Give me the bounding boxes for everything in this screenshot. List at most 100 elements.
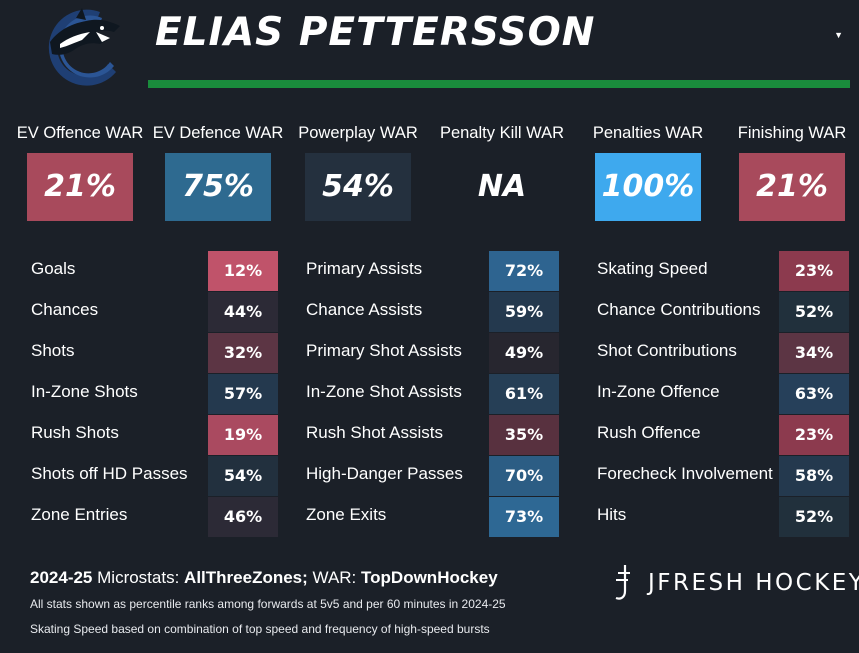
stat-row: Rush Shot Assists 35% xyxy=(306,414,562,455)
stat-value-badge: 34% xyxy=(779,333,849,373)
stat-row: Shot Contributions 34% xyxy=(597,332,849,373)
stat-value-badge: 46% xyxy=(208,497,278,537)
data-source-credit: 2024-25 Microstats: AllThreeZones; WAR: … xyxy=(30,568,498,588)
stat-label: Shots xyxy=(31,341,75,360)
stat-row: Primary Assists 72% xyxy=(306,250,562,291)
stat-label: In-Zone Offence xyxy=(597,382,720,401)
footnote-percentiles: All stats shown as percentile ranks amon… xyxy=(30,597,506,611)
war-value-box: NA xyxy=(449,153,555,221)
stat-label: Chances xyxy=(31,300,99,319)
war-source-label: WAR: xyxy=(312,568,357,587)
war-penalty-kill: Penalty Kill WAR NA xyxy=(432,122,572,221)
stat-row: Skating Speed 23% xyxy=(597,250,849,291)
stat-label: In-Zone Shot Assists xyxy=(306,382,462,401)
stat-value-badge: 49% xyxy=(489,333,559,373)
stat-row: Rush Shots 19% xyxy=(31,414,278,455)
stat-row: Hits 52% xyxy=(597,496,849,537)
stat-label: Zone Exits xyxy=(306,505,387,524)
stat-value-badge: 54% xyxy=(208,456,278,496)
stat-label: Hits xyxy=(597,505,627,524)
stat-value-badge: 73% xyxy=(489,497,559,537)
player-name-title: ELIAS PETTERSSON xyxy=(155,10,596,55)
stat-row: High-Danger Passes 70% xyxy=(306,455,562,496)
stat-value-badge: 35% xyxy=(489,415,559,455)
stat-value-badge: 58% xyxy=(779,456,849,496)
stats-column-transition: Skating Speed 23% Chance Contributions 52%… xyxy=(597,250,849,537)
war-label: EV Offence WAR xyxy=(16,124,144,142)
war-summary-row: EV Offence WAR 21% EV Defence WAR 75% Po… xyxy=(0,122,859,222)
war-value-box: 100% xyxy=(595,153,701,221)
stat-row: Goals 12% xyxy=(31,250,278,291)
stat-label: Rush Shot Assists xyxy=(306,423,444,442)
canucks-orca-icon xyxy=(48,8,120,86)
war-label: Penalties WAR xyxy=(592,124,704,142)
stat-row: Forecheck Involvement 58% xyxy=(597,455,849,496)
stat-value-badge: 19% xyxy=(208,415,278,455)
war-source: TopDownHockey xyxy=(361,568,498,587)
war-label: Finishing WAR xyxy=(737,124,847,142)
stat-value-badge: 63% xyxy=(779,374,849,414)
stat-value-badge: 52% xyxy=(779,497,849,537)
stat-label: In-Zone Shots xyxy=(31,382,138,401)
stat-value-badge: 52% xyxy=(779,292,849,332)
stat-label: Chance Contributions xyxy=(597,300,761,319)
stat-value-badge: 70% xyxy=(489,456,559,496)
caret-down-icon[interactable]: ▼ xyxy=(834,30,843,40)
stat-label: Goals xyxy=(31,259,76,278)
microstats-label: Microstats: xyxy=(97,568,180,587)
stat-value-badge: 12% xyxy=(208,251,278,291)
stat-value-badge: 44% xyxy=(208,292,278,332)
stat-label: Primary Assists xyxy=(306,259,423,278)
brand-name: JFRESH HOCKEY xyxy=(648,570,859,596)
stat-row: Zone Entries 46% xyxy=(31,496,278,537)
stat-row: Rush Offence 23% xyxy=(597,414,849,455)
stat-row: In-Zone Offence 63% xyxy=(597,373,849,414)
stat-label: High-Danger Passes xyxy=(306,464,463,483)
stat-row: In-Zone Shot Assists 61% xyxy=(306,373,562,414)
war-value-box: 21% xyxy=(739,153,845,221)
stat-label: Shots off HD Passes xyxy=(31,464,188,483)
stat-row: Shots 32% xyxy=(31,332,278,373)
stat-label: Chance Assists xyxy=(306,300,423,319)
war-powerplay: Powerplay WAR 54% xyxy=(288,122,428,221)
stat-row: Chance Contributions 52% xyxy=(597,291,849,332)
microstats-source: AllThreeZones; xyxy=(184,568,308,587)
war-value-box: 21% xyxy=(27,153,133,221)
stat-label: Zone Entries xyxy=(31,505,128,524)
stat-row: Shots off HD Passes 54% xyxy=(31,455,278,496)
stat-label: Rush Shots xyxy=(31,423,119,442)
stat-label: Primary Shot Assists xyxy=(306,341,462,360)
stat-row: Zone Exits 73% xyxy=(306,496,562,537)
stat-value-badge: 59% xyxy=(489,292,559,332)
stat-row: Primary Shot Assists 49% xyxy=(306,332,562,373)
stat-row: In-Zone Shots 57% xyxy=(31,373,278,414)
stat-label: Shot Contributions xyxy=(597,341,737,360)
jfresh-j-icon xyxy=(615,565,630,600)
stats-column-passing: Primary Assists 72% Chance Assists 59% Pri… xyxy=(306,250,562,537)
stat-row: Chances 44% xyxy=(31,291,278,332)
stat-value-badge: 61% xyxy=(489,374,559,414)
title-underline xyxy=(148,80,850,88)
stat-value-badge: 72% xyxy=(489,251,559,291)
war-label: Powerplay WAR xyxy=(298,124,418,142)
brand-mark: JFRESH HOCKEY xyxy=(610,563,859,603)
stat-label: Forecheck Involvement xyxy=(597,464,773,483)
stat-value-badge: 32% xyxy=(208,333,278,373)
stat-row: Chance Assists 59% xyxy=(306,291,562,332)
war-label: Penalty Kill WAR xyxy=(439,124,565,142)
stats-column-shooting: Goals 12% Chances 44% Shots 32% In-Zone Sho… xyxy=(31,250,278,537)
stat-value-badge: 23% xyxy=(779,251,849,291)
stat-label: Skating Speed xyxy=(597,259,708,278)
war-label: EV Defence WAR xyxy=(152,124,284,142)
war-value-box: 75% xyxy=(165,153,271,221)
war-penalties: Penalties WAR 100% xyxy=(578,122,718,221)
war-finishing: Finishing WAR 21% xyxy=(722,122,859,221)
war-value-box: 54% xyxy=(305,153,411,221)
season-label: 2024-25 xyxy=(30,568,93,587)
war-ev-offence: EV Offence WAR 21% xyxy=(10,122,150,221)
stat-label: Rush Offence xyxy=(597,423,701,442)
stat-value-badge: 57% xyxy=(208,374,278,414)
war-ev-defence: EV Defence WAR 75% xyxy=(148,122,288,221)
stat-value-badge: 23% xyxy=(779,415,849,455)
footnote-skating-speed: Skating Speed based on combination of to… xyxy=(30,622,490,636)
